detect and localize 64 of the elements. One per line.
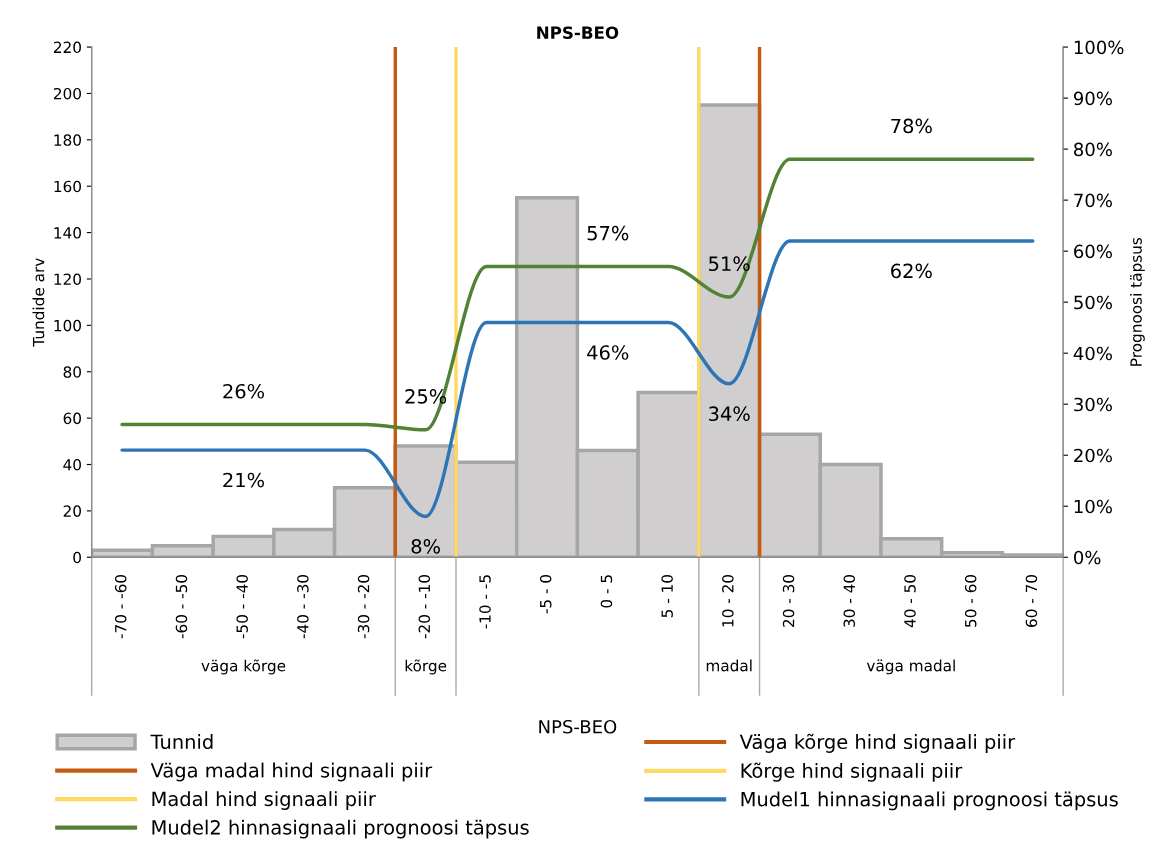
y-tick-label: 180 [54, 134, 81, 146]
x-tick-label: 5 - 10 [661, 574, 673, 618]
y-tick-label: 80 [63, 366, 81, 378]
line-series [120, 239, 1035, 519]
x-tick-label: 0 - 5 [600, 575, 613, 608]
y2-tick-label: 10% [1074, 499, 1112, 514]
y-axis-title: Tundide arv [32, 258, 45, 347]
y-tick-label: 40 [63, 458, 81, 471]
y2-axis-title: Prognoosi täpsus [1130, 237, 1145, 366]
y-tick-label: 220 [53, 41, 81, 54]
x-axis-title: NPS-BEO [539, 719, 617, 734]
data-label: 46% [587, 345, 629, 360]
text: väga kõrge [201, 659, 286, 675]
legend-label: Mudel2 hinnasignaali prognoosi täpsus [152, 819, 529, 839]
y-tick-label: 0 [73, 551, 81, 564]
text: kõrge [405, 659, 447, 675]
y2-tick-label: 60% [1074, 244, 1112, 259]
x-tick-label: -40 - -30 [297, 574, 309, 639]
y2-tick-label: 20% [1074, 448, 1112, 463]
text: Madal hind signaali piir [152, 791, 376, 810]
y-tick-label: 100 [54, 319, 81, 332]
x-tick-label: 60 - 70 [1025, 574, 1038, 627]
y2-tick-label: 0% [1074, 550, 1101, 565]
x-tick-label: 10 - 20 [722, 574, 734, 627]
legend-label: Tunnid [150, 734, 213, 750]
y-tick-label: 60 [63, 412, 81, 425]
text: väga madal [866, 659, 955, 675]
text: Väga madal hind signaali piir [150, 762, 433, 782]
data-label: 21% [223, 472, 265, 488]
data-label: 57% [587, 225, 629, 241]
x-tick-label: -30 - -20 [357, 574, 370, 639]
y2-tick-label: 90% [1073, 91, 1112, 106]
y2-tick-label: 100% [1074, 40, 1124, 55]
text: Kõrge hind signaali piir [741, 762, 963, 782]
x-tick-label: 20 - 30 [782, 574, 795, 627]
y-tick-label: 200 [53, 87, 81, 100]
line-series [120, 157, 1035, 432]
y2-tick-label: 50% [1074, 295, 1112, 310]
x-tick-label: -5 - 0 [539, 574, 552, 614]
y-tick-label: 160 [54, 180, 81, 193]
x-tick-label: 40 - 50 [904, 574, 916, 628]
x-tick-label: 50 - 60 [964, 574, 977, 627]
chart-title: NPS-BEO [537, 26, 619, 39]
data-label: 34% [709, 406, 750, 422]
y2-tick-label: 40% [1073, 346, 1112, 361]
y-tick-label: 120 [54, 273, 81, 285]
y2-tick-label: 70% [1074, 193, 1112, 208]
text: Väga kõrge hind signaali piir [739, 733, 1016, 753]
legend-label: Mudel1 hinnasignaali prognoosi täpsus [741, 791, 1118, 811]
x-tick-label: -10 - -5 [479, 575, 491, 629]
text: madal [706, 659, 752, 672]
y2-tick-label: 80% [1074, 142, 1112, 157]
y-tick-label: 140 [54, 227, 81, 239]
data-label: 78% [891, 118, 932, 134]
data-label: 62% [891, 263, 932, 279]
x-tick-label: -50 - -40 [236, 574, 248, 639]
data-label: 8% [411, 539, 440, 554]
x-tick-label: -60 - -50 [175, 574, 188, 639]
y2-tick-label: 30% [1074, 397, 1112, 412]
data-label: 26% [223, 383, 265, 399]
x-tick-label: -70 - -60 [114, 574, 127, 639]
x-tick-label: 30 - 40 [843, 574, 856, 627]
x-tick-label: -20 - -10 [418, 574, 431, 639]
y-tick-label: 20 [63, 505, 81, 517]
